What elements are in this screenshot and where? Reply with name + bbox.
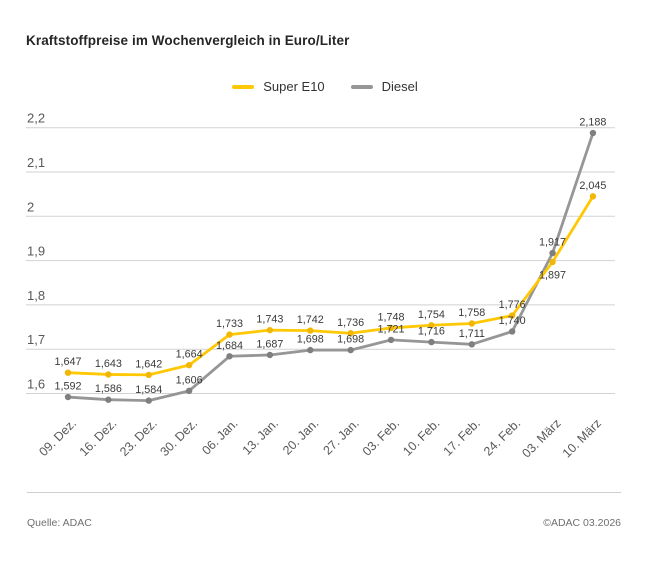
x-tick-label: 16. Dez. <box>77 416 120 459</box>
data-point-super-e10 <box>549 258 556 266</box>
data-point-diesel <box>589 129 597 137</box>
data-point-diesel <box>266 351 274 359</box>
series-line-super-e10 <box>66 194 595 377</box>
data-label-super-e10: 2,045 <box>579 180 606 192</box>
series-line-diesel <box>66 131 595 402</box>
data-point-super-e10 <box>64 369 72 376</box>
x-tick-label: 13. Jan. <box>240 416 281 457</box>
data-point-super-e10 <box>589 193 597 200</box>
data-label-super-e10: 1,647 <box>54 356 81 368</box>
x-tick-label: 23. Dez. <box>117 416 160 459</box>
data-label-diesel: 1,716 <box>418 326 445 338</box>
data-point-diesel <box>468 341 475 348</box>
data-label-super-e10: 1,758 <box>458 307 485 319</box>
x-tick-label: 03. März <box>519 416 563 460</box>
footer: Quelle: ADAC ©ADAC 03.2026 <box>27 517 621 529</box>
data-point-super-e10 <box>508 312 516 319</box>
data-label-super-e10: 1,748 <box>378 311 405 323</box>
data-label-super-e10: 1,736 <box>337 317 364 329</box>
y-tick-label: 1,6 <box>27 377 45 392</box>
data-point-super-e10 <box>226 331 233 338</box>
data-label-super-e10: 1,643 <box>95 358 122 370</box>
legend-label-super-e10: Super E10 <box>263 79 325 94</box>
data-label-super-e10: 1,733 <box>216 318 243 330</box>
data-point-diesel <box>508 328 516 335</box>
data-label-diesel: 1,711 <box>459 328 485 340</box>
footer-divider <box>27 492 621 493</box>
data-point-super-e10 <box>266 326 274 334</box>
data-label-super-e10: 1,897 <box>539 269 566 281</box>
x-tick-label: 17. Feb. <box>441 416 483 458</box>
data-label-super-e10: 1,742 <box>297 314 324 326</box>
data-label-diesel: 1,586 <box>95 383 122 395</box>
y-tick-label: 1,9 <box>27 244 45 259</box>
data-point-diesel <box>105 396 112 403</box>
data-label-super-e10: 1,642 <box>135 358 162 370</box>
data-label-diesel: 1,684 <box>216 340 243 352</box>
data-label-super-e10: 1,776 <box>499 299 526 311</box>
data-label-super-e10: 1,754 <box>418 309 445 321</box>
x-tick-label: 20. Jan. <box>280 416 321 457</box>
data-point-diesel <box>549 249 556 257</box>
legend-item-super-e10: Super E10 <box>232 79 325 94</box>
diesel-line-swatch <box>350 84 373 89</box>
data-point-diesel <box>307 346 314 354</box>
data-label-diesel: 1,592 <box>54 381 81 393</box>
data-point-diesel <box>428 338 435 346</box>
data-label-diesel: 1,687 <box>256 338 283 350</box>
data-label-diesel: 1,740 <box>499 315 526 327</box>
data-point-super-e10 <box>185 361 193 369</box>
chart-title: Kraftstoffpreise im Wochenvergleich in E… <box>26 33 350 48</box>
data-point-super-e10 <box>428 322 435 329</box>
data-point-diesel <box>347 346 354 354</box>
x-tick-label: 03. Feb. <box>360 416 402 458</box>
data-point-diesel <box>387 336 395 344</box>
data-point-super-e10 <box>307 327 314 334</box>
source-text: Quelle: ADAC <box>27 517 92 529</box>
data-point-diesel <box>226 353 233 360</box>
data-label-diesel: 1,917 <box>539 237 566 249</box>
data-label-diesel: 1,584 <box>135 384 162 396</box>
x-tick-label: 30. Dez. <box>157 416 200 459</box>
x-tick-label: 10. Feb. <box>400 416 442 458</box>
data-point-super-e10 <box>347 330 354 337</box>
data-label-diesel: 2,188 <box>579 117 606 129</box>
legend: Super E10 Diesel <box>0 79 650 94</box>
x-tick-label: 27. Jan. <box>320 416 361 457</box>
data-label-diesel: 1,698 <box>297 334 324 346</box>
data-point-super-e10 <box>387 324 395 332</box>
data-label-diesel: 1,698 <box>337 334 364 346</box>
data-point-diesel <box>185 387 193 395</box>
copyright-text: ©ADAC 03.2026 <box>543 517 621 529</box>
x-tick-label: 10. März <box>560 416 604 460</box>
legend-item-diesel: Diesel <box>350 79 418 94</box>
data-label-super-e10: 1,664 <box>176 349 203 361</box>
data-point-super-e10 <box>145 371 152 379</box>
data-point-diesel <box>145 397 152 404</box>
data-label-diesel: 1,721 <box>378 323 405 335</box>
data-label-super-e10: 1,743 <box>256 314 283 326</box>
y-tick-label: 2 <box>27 199 34 214</box>
y-tick-label: 2,2 <box>27 111 45 126</box>
y-tick-label: 2,1 <box>27 155 45 170</box>
data-point-diesel <box>64 393 72 401</box>
data-point-super-e10 <box>468 320 475 327</box>
super-e10-line-swatch <box>232 84 255 89</box>
x-tick-label: 24. Feb. <box>481 416 523 458</box>
y-tick-label: 1,8 <box>27 288 45 303</box>
data-point-super-e10 <box>105 371 112 378</box>
legend-label-diesel: Diesel <box>381 79 418 94</box>
line-chart: 2,2 2,1 2 1,9 1,8 1,7 1,6 09. Dez.16. Dez.23. D… <box>26 111 615 461</box>
x-tick-label: 09. Dez. <box>36 416 79 459</box>
data-label-diesel: 1,606 <box>176 374 203 386</box>
y-tick-label: 1,7 <box>27 332 45 347</box>
x-tick-label: 06. Jan. <box>199 416 240 457</box>
